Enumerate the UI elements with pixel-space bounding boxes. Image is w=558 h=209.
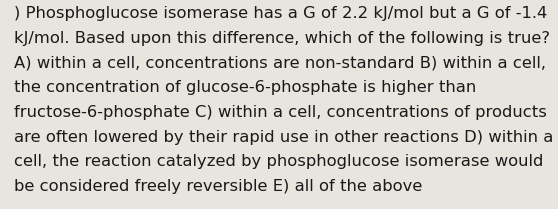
Text: kJ/mol. Based upon this difference, which of the following is true?: kJ/mol. Based upon this difference, whic…	[14, 31, 550, 46]
Text: fructose-6-phosphate C) within a cell, concentrations of products: fructose-6-phosphate C) within a cell, c…	[14, 105, 547, 120]
Text: be considered freely reversible E) all of the above: be considered freely reversible E) all o…	[14, 179, 422, 194]
Text: cell, the reaction catalyzed by phosphoglucose isomerase would: cell, the reaction catalyzed by phosphog…	[14, 154, 543, 169]
Text: are often lowered by their rapid use in other reactions D) within a: are often lowered by their rapid use in …	[14, 130, 554, 145]
Text: ) Phosphoglucose isomerase has a G of 2.2 kJ/mol but a G of -1.4: ) Phosphoglucose isomerase has a G of 2.…	[14, 6, 547, 21]
Text: the concentration of glucose-6-phosphate is higher than: the concentration of glucose-6-phosphate…	[14, 80, 476, 95]
Text: A) within a cell, concentrations are non-standard B) within a cell,: A) within a cell, concentrations are non…	[14, 56, 546, 71]
